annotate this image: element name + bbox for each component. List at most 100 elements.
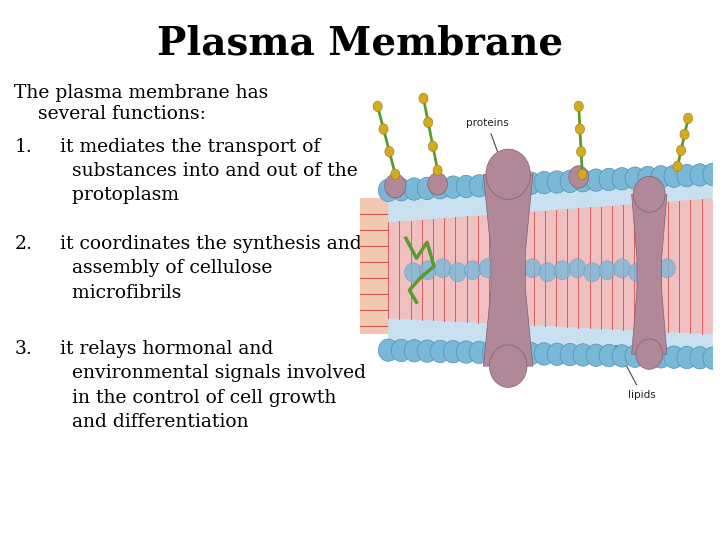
- Text: several functions:: several functions:: [14, 105, 206, 123]
- Circle shape: [534, 171, 554, 194]
- Circle shape: [420, 261, 436, 280]
- Circle shape: [509, 261, 526, 280]
- Polygon shape: [388, 174, 713, 358]
- Circle shape: [703, 163, 720, 186]
- Text: lipids: lipids: [616, 346, 656, 400]
- Circle shape: [636, 339, 662, 369]
- Circle shape: [651, 346, 671, 368]
- Circle shape: [613, 259, 631, 278]
- Circle shape: [584, 262, 600, 282]
- Polygon shape: [360, 198, 402, 334]
- Polygon shape: [388, 198, 713, 334]
- Circle shape: [575, 124, 585, 134]
- Text: it relays hormonal and
   environmental signals involved
   in the control of ce: it relays hormonal and environmental sig…: [54, 340, 366, 431]
- Circle shape: [486, 149, 531, 199]
- Circle shape: [391, 169, 400, 179]
- Text: The plasma membrane has: The plasma membrane has: [14, 84, 269, 102]
- Circle shape: [677, 145, 685, 156]
- Circle shape: [405, 262, 421, 282]
- Circle shape: [574, 101, 583, 112]
- Circle shape: [599, 261, 616, 280]
- Circle shape: [673, 161, 682, 172]
- Circle shape: [482, 174, 502, 197]
- Circle shape: [554, 261, 571, 280]
- Circle shape: [560, 343, 580, 366]
- Circle shape: [494, 262, 511, 282]
- Circle shape: [560, 170, 580, 193]
- Circle shape: [547, 171, 567, 193]
- Circle shape: [469, 174, 489, 197]
- Circle shape: [508, 342, 528, 365]
- Circle shape: [664, 165, 684, 187]
- Circle shape: [428, 141, 438, 152]
- Circle shape: [573, 344, 593, 366]
- Circle shape: [703, 347, 720, 369]
- Circle shape: [490, 345, 527, 387]
- Circle shape: [456, 341, 476, 363]
- Circle shape: [508, 173, 528, 195]
- Circle shape: [539, 262, 556, 282]
- Circle shape: [577, 169, 587, 179]
- Circle shape: [384, 174, 406, 198]
- Text: it coordinates the synthesis and
   assembly of cellulose
   microfibrils: it coordinates the synthesis and assembl…: [54, 235, 361, 301]
- Circle shape: [586, 344, 606, 367]
- Circle shape: [521, 172, 541, 194]
- Circle shape: [577, 146, 585, 157]
- Circle shape: [449, 262, 466, 282]
- Circle shape: [651, 166, 671, 188]
- Circle shape: [392, 178, 411, 201]
- Circle shape: [423, 117, 433, 127]
- Circle shape: [690, 347, 710, 369]
- Circle shape: [428, 173, 448, 195]
- Circle shape: [586, 169, 606, 191]
- Circle shape: [573, 170, 593, 192]
- Circle shape: [456, 176, 476, 198]
- Circle shape: [612, 345, 631, 367]
- Circle shape: [379, 124, 388, 134]
- Text: it mediates the transport of
   substances into and out of the
   protoplasm: it mediates the transport of substances …: [54, 138, 358, 204]
- Circle shape: [524, 259, 541, 278]
- Circle shape: [638, 346, 658, 368]
- Circle shape: [547, 343, 567, 366]
- Text: 3.: 3.: [14, 340, 32, 358]
- Circle shape: [634, 177, 665, 212]
- Polygon shape: [484, 174, 533, 366]
- Circle shape: [378, 179, 398, 201]
- Circle shape: [418, 177, 437, 200]
- Circle shape: [469, 341, 489, 363]
- Circle shape: [464, 261, 481, 280]
- Circle shape: [683, 113, 693, 124]
- Circle shape: [599, 168, 618, 191]
- Circle shape: [482, 341, 502, 364]
- Circle shape: [521, 342, 541, 365]
- Circle shape: [612, 167, 631, 190]
- Circle shape: [495, 173, 515, 195]
- Circle shape: [677, 164, 697, 187]
- Circle shape: [419, 93, 428, 104]
- Circle shape: [444, 341, 463, 363]
- Circle shape: [431, 340, 450, 362]
- Circle shape: [384, 146, 394, 157]
- Text: 2.: 2.: [14, 235, 32, 253]
- Circle shape: [629, 262, 645, 282]
- Circle shape: [433, 165, 442, 176]
- Circle shape: [444, 176, 463, 198]
- Circle shape: [405, 340, 424, 362]
- Circle shape: [418, 340, 437, 362]
- Circle shape: [690, 164, 710, 186]
- Text: 1.: 1.: [14, 138, 32, 156]
- Circle shape: [644, 261, 660, 280]
- Text: Plasma Membrane: Plasma Membrane: [157, 24, 563, 62]
- Circle shape: [373, 101, 382, 112]
- Circle shape: [434, 259, 451, 278]
- Circle shape: [480, 259, 496, 278]
- Circle shape: [392, 339, 411, 362]
- Circle shape: [569, 166, 589, 188]
- Circle shape: [638, 166, 658, 188]
- Circle shape: [664, 346, 684, 368]
- Circle shape: [599, 345, 618, 367]
- Circle shape: [569, 259, 585, 278]
- Circle shape: [405, 178, 424, 200]
- Circle shape: [677, 346, 697, 369]
- Circle shape: [680, 129, 689, 139]
